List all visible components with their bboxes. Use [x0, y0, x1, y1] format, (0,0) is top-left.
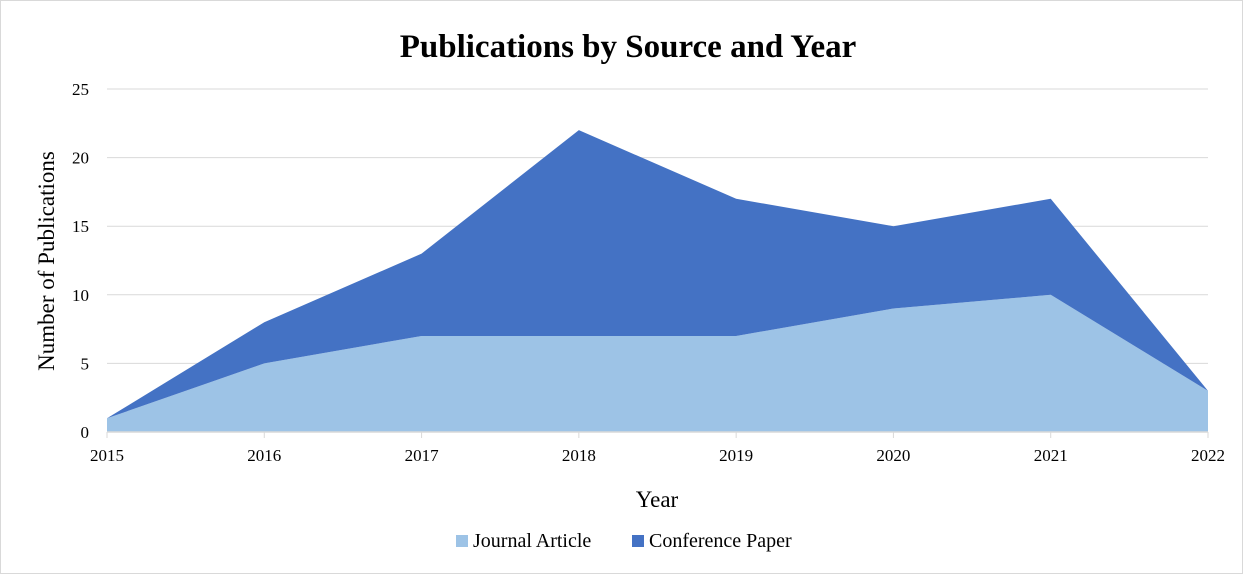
legend: Journal Article Conference Paper: [456, 530, 792, 552]
x-tick-label: 2016: [247, 446, 281, 465]
y-tick-label: 25: [72, 80, 89, 99]
legend-label: Conference Paper: [649, 530, 792, 552]
x-tick-label: 2020: [876, 446, 910, 465]
x-tick-label: 2015: [90, 446, 124, 465]
chart-title: Publications by Source and Year: [400, 29, 857, 65]
area-series: [107, 130, 1208, 432]
x-tick-label: 2022: [1191, 446, 1225, 465]
y-tick-label: 20: [72, 149, 89, 168]
x-tick-label: 2018: [562, 446, 596, 465]
x-tick-label: 2019: [719, 446, 753, 465]
legend-swatch-conference-paper: [632, 535, 644, 547]
y-tick-label: 10: [72, 286, 89, 305]
x-tick-label: 2017: [405, 446, 440, 465]
x-axis-title: Year: [636, 487, 679, 512]
legend-swatch-journal-article: [456, 535, 468, 547]
y-tick-label: 15: [72, 217, 89, 236]
area-journal-article: [107, 294, 1208, 432]
y-axis-title: Number of Publications: [34, 151, 59, 371]
y-tick-label: 5: [81, 354, 90, 373]
legend-label: Journal Article: [473, 530, 591, 552]
axes: 0 5 10 15 20 25 2015 2016 2017 2018 2019 2020 2021 20…: [72, 80, 1225, 465]
x-tick-label: 2021: [1034, 446, 1068, 465]
y-tick-label: 0: [81, 423, 90, 442]
area-conference-paper: [107, 130, 1208, 419]
